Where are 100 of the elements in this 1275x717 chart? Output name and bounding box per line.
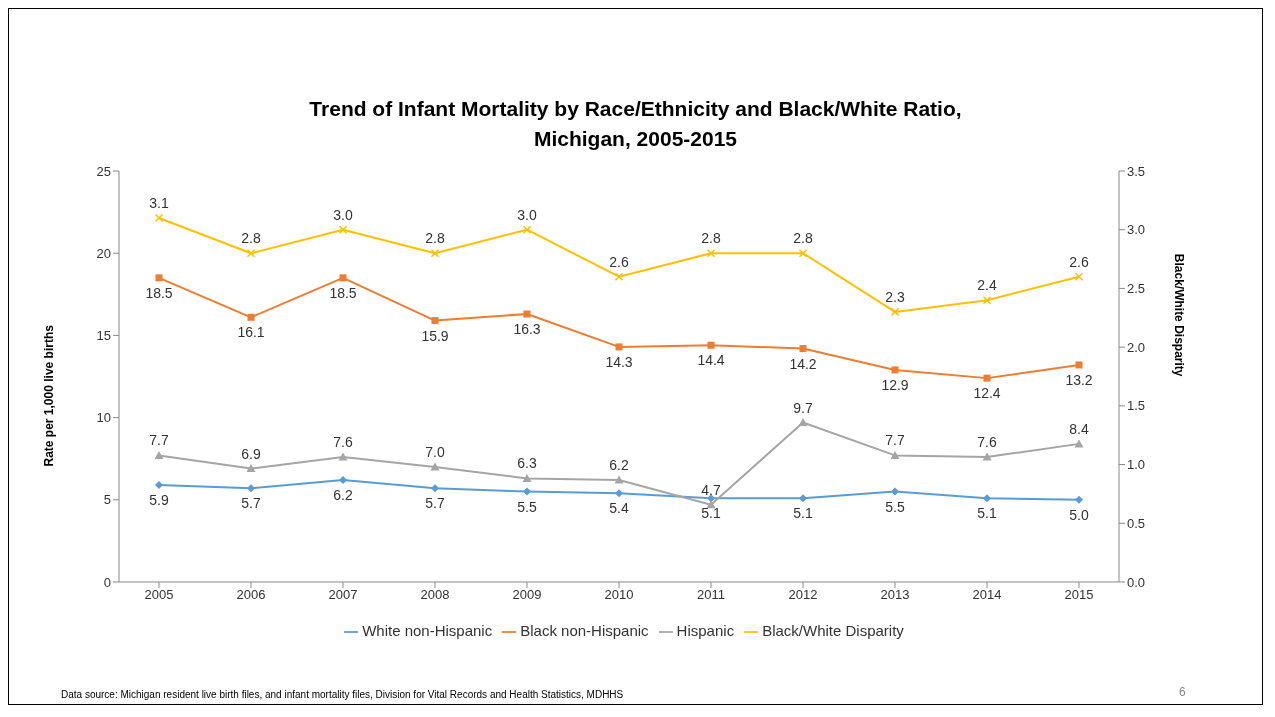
data-label: 14.2 — [789, 355, 817, 372]
data-label: 5.1 — [793, 505, 813, 522]
data-label: 3.1 — [149, 194, 169, 211]
x-tick-label: 2015 — [1064, 587, 1094, 603]
y2-tick-label: 2.5 — [1127, 281, 1146, 297]
data-label: 5.1 — [701, 505, 721, 522]
y-tick-label: 10 — [96, 410, 111, 426]
point — [247, 313, 255, 321]
y2-tick-label: 1.0 — [1127, 457, 1146, 473]
x-tick-label: 2013 — [880, 587, 910, 603]
y-tick-label: 0 — [103, 574, 111, 590]
y-axis-title: Rate per 1,000 live births — [42, 324, 57, 467]
y2-tick-label: 2.0 — [1127, 339, 1146, 355]
legend-label: White non-Hispanic — [362, 621, 493, 639]
data-label: 2.4 — [977, 277, 997, 294]
data-label: 5.1 — [977, 505, 997, 522]
data-label: 6.3 — [517, 455, 537, 472]
data-label: 13.2 — [1065, 371, 1093, 388]
y-tick-label: 25 — [96, 163, 111, 179]
data-label: 12.4 — [973, 385, 1001, 402]
point — [155, 274, 163, 282]
x-tick-label: 2005 — [144, 587, 174, 603]
x-tick-label: 2010 — [604, 587, 634, 603]
point — [614, 272, 624, 281]
data-label: 5.5 — [885, 498, 905, 515]
data-label: 2.6 — [609, 253, 629, 270]
point — [246, 248, 256, 258]
point — [522, 473, 532, 482]
point — [891, 487, 899, 496]
y2-tick-label: 1.5 — [1127, 398, 1146, 414]
point — [338, 452, 348, 461]
data-label: 7.6 — [977, 434, 997, 451]
point — [983, 374, 991, 382]
point — [706, 248, 716, 258]
y-tick-label: 20 — [96, 245, 111, 261]
data-label: 7.7 — [149, 432, 169, 449]
point — [154, 213, 164, 223]
data-label: 6.2 — [333, 487, 353, 504]
legend-label: Black non-Hispanic — [520, 621, 649, 639]
point — [615, 343, 623, 351]
legend-label: Hispanic — [676, 621, 735, 639]
point — [707, 341, 715, 349]
point — [247, 484, 255, 493]
point — [1075, 495, 1083, 504]
x-tick-label: 2008 — [420, 587, 450, 603]
x-tick-label: 2007 — [328, 587, 358, 603]
data-label: 2.8 — [701, 230, 721, 247]
y2-tick-label: 0.5 — [1127, 515, 1146, 531]
data-label: 2.8 — [793, 230, 813, 247]
point — [431, 484, 439, 493]
point — [338, 225, 348, 234]
data-label: 8.4 — [1069, 420, 1089, 437]
y-tick-label: 15 — [96, 328, 111, 343]
data-label: 14.4 — [697, 352, 725, 369]
point — [890, 450, 900, 459]
chart-title: Trend of Infant Mortality by Race/Ethnicity and Black/White Ratio, Michigan, 2005-2015 — [308, 96, 963, 152]
data-label: 4.7 — [701, 481, 721, 498]
data-label: 2.8 — [425, 230, 445, 247]
data-label: 6.2 — [609, 457, 629, 474]
data-label: 5.7 — [425, 495, 445, 512]
point — [339, 274, 347, 282]
point — [798, 418, 808, 427]
x-tick-label: 2009 — [512, 587, 542, 603]
point — [982, 452, 992, 461]
y-tick-label: 5 — [103, 492, 111, 508]
data-label: 7.7 — [885, 432, 905, 449]
point — [1074, 272, 1084, 281]
point — [615, 489, 623, 498]
x-tick-label: 2006 — [236, 587, 266, 603]
point — [1075, 361, 1083, 369]
y2-tick-label: 0.0 — [1127, 574, 1146, 590]
data-label: 16.1 — [237, 324, 265, 341]
data-label: 7.6 — [333, 434, 353, 451]
x-tick-label: 2011 — [697, 587, 725, 603]
point — [799, 345, 807, 353]
point — [983, 494, 991, 503]
legend-label: Black/White Disparity — [762, 621, 904, 639]
point — [339, 476, 347, 485]
x-tick-label: 2014 — [972, 587, 1002, 603]
point — [431, 317, 439, 325]
y2-tick-label: 3.5 — [1127, 163, 1146, 179]
data-label: 2.8 — [241, 230, 261, 247]
data-label: 18.5 — [145, 284, 173, 301]
data-label: 7.0 — [425, 443, 445, 460]
x-tick-label: 2012 — [788, 587, 818, 603]
point — [155, 480, 163, 489]
point — [246, 464, 256, 473]
data-label: 5.0 — [1069, 506, 1089, 523]
data-label: 5.7 — [241, 495, 261, 512]
data-label: 2.6 — [1069, 253, 1089, 270]
data-label: 5.9 — [149, 491, 169, 508]
text: 6 — [1179, 685, 1186, 699]
point — [891, 366, 899, 374]
point — [982, 295, 992, 305]
data-label: 16.3 — [513, 321, 541, 338]
point — [523, 310, 531, 318]
y2-axis-title: Black/White Disparity — [1171, 253, 1186, 377]
source-note: Data source: Michigan resident live birth files, and infant mortality files, Division for Vital Records and Health Statistics, MDHHS — [61, 689, 624, 700]
point — [798, 248, 808, 258]
data-label: 5.5 — [517, 498, 537, 515]
